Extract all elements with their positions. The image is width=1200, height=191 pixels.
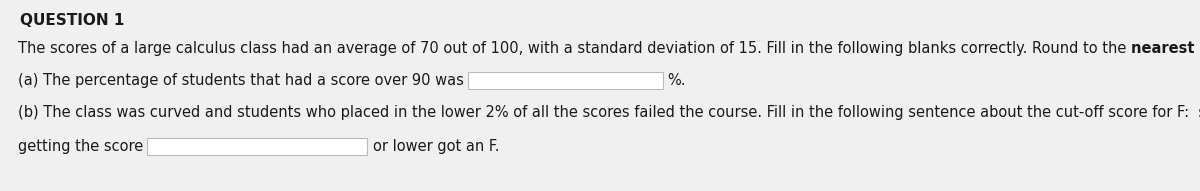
Text: The scores of a large calculus class had an average of 70 out of 100, with a sta: The scores of a large calculus class had… xyxy=(18,41,1132,56)
FancyBboxPatch shape xyxy=(148,138,367,155)
Text: QUESTION 1: QUESTION 1 xyxy=(20,13,125,28)
FancyBboxPatch shape xyxy=(468,72,662,89)
Text: getting the score: getting the score xyxy=(18,139,143,154)
Text: %.: %. xyxy=(667,73,685,88)
Text: nearest integer: nearest integer xyxy=(1132,41,1200,56)
Text: or lower got an F.: or lower got an F. xyxy=(373,139,499,154)
Text: (b) The class was curved and students who placed in the lower 2% of all the scor: (b) The class was curved and students wh… xyxy=(18,105,1200,120)
Text: (a) The percentage of students that had a score over 90 was: (a) The percentage of students that had … xyxy=(18,73,464,88)
